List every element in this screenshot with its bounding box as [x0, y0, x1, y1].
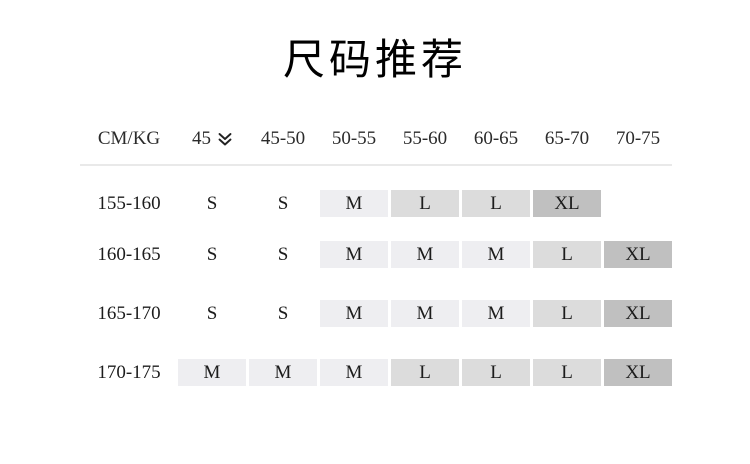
size-cell: L [533, 241, 601, 268]
size-cell: M [320, 359, 388, 386]
cell-170-175-50-55: M [320, 343, 388, 402]
size-cell: S [277, 244, 289, 265]
cell-170-175-65-70: L [533, 343, 601, 402]
table-row: 155-160 S S M L L XL [83, 166, 672, 225]
cell-155-160-60-65: L [462, 166, 530, 225]
header-row: CM/KG 45 45-50 [83, 128, 672, 164]
size-cell: S [277, 303, 289, 324]
column-header-50-55[interactable]: 50-55 [331, 128, 377, 149]
cell-160-165-55-60: M [391, 225, 459, 284]
size-cell: L [533, 359, 601, 386]
cell-170-175-60-65: L [462, 343, 530, 402]
cell-165-170-70-75: XL [604, 284, 672, 343]
cell-165-170-60-65: M [462, 284, 530, 343]
size-cell: M [462, 300, 530, 327]
cell-160-165-60-65: M [462, 225, 530, 284]
cell-155-160-45-50: S [249, 166, 317, 225]
size-cell: L [391, 190, 459, 217]
table-row: 165-170 S S M M M L XL [83, 284, 672, 343]
cell-155-160-45: S [178, 166, 246, 225]
cell-160-165-65-70: L [533, 225, 601, 284]
size-cell: M [178, 359, 246, 386]
cell-165-170-55-60: M [391, 284, 459, 343]
table-row: 170-175 M M M L L L XL [83, 343, 672, 402]
header-divider-cell [80, 164, 672, 166]
size-cell: S [206, 193, 218, 214]
size-recommendation-table: CM/KG 45 45-50 [80, 128, 675, 402]
page-title: 尺码推荐 [282, 38, 467, 84]
cell-155-160-70-75 [604, 166, 672, 225]
column-header-cmkg: CM/KG [83, 128, 175, 164]
cell-165-170-50-55: M [320, 284, 388, 343]
cell-155-160-65-70: XL [533, 166, 601, 225]
size-cell: M [320, 241, 388, 268]
row-label-155-160: 155-160 [97, 192, 161, 214]
cell-165-170-45-50: S [249, 284, 317, 343]
double-chevron-down-icon[interactable] [218, 132, 232, 147]
cell-160-165-50-55: M [320, 225, 388, 284]
table-body: 155-160 S S M L L XL 160-165 S S M M M L [83, 166, 672, 402]
size-table-container: CM/KG 45 45-50 [80, 128, 672, 402]
column-header-45-label: 45 [192, 128, 211, 149]
column-header-55-60[interactable]: 55-60 [402, 128, 448, 149]
column-header-65-70[interactable]: 65-70 [544, 128, 590, 149]
column-header-45[interactable]: 45 [178, 128, 246, 164]
row-label-170-175: 170-175 [97, 361, 161, 383]
cell-165-170-65-70: L [533, 284, 601, 343]
table-header: CM/KG 45 45-50 [80, 128, 672, 166]
cell-160-165-45: S [178, 225, 246, 284]
size-cell: S [206, 303, 218, 324]
size-cell: XL [604, 359, 672, 386]
size-cell: M [320, 190, 388, 217]
table-row: 160-165 S S M M M L XL [83, 225, 672, 284]
row-label-160-165: 160-165 [97, 243, 161, 265]
size-cell: M [462, 241, 530, 268]
size-cell: L [533, 300, 601, 327]
size-cell: XL [604, 300, 672, 327]
size-cell: M [391, 241, 459, 268]
cell-170-175-55-60: L [391, 343, 459, 402]
cell-170-175-70-75: XL [604, 343, 672, 402]
column-header-45-50[interactable]: 45-50 [260, 128, 306, 149]
size-cell: L [462, 359, 530, 386]
size-cell [604, 190, 672, 217]
size-cell: XL [604, 241, 672, 268]
size-cell: XL [533, 190, 601, 217]
size-cell: S [206, 244, 218, 265]
size-cell: L [391, 359, 459, 386]
cell-155-160-50-55: M [320, 166, 388, 225]
size-cell: M [320, 300, 388, 327]
row-label-165-170: 165-170 [97, 302, 161, 324]
column-header-60-65[interactable]: 60-65 [473, 128, 519, 149]
size-cell: S [277, 193, 289, 214]
header-divider-row [80, 164, 672, 166]
size-cell: L [462, 190, 530, 217]
size-cell: M [249, 359, 317, 386]
cell-165-170-45: S [178, 284, 246, 343]
cell-170-175-45-50: M [249, 343, 317, 402]
column-header-70-75[interactable]: 70-75 [615, 128, 661, 149]
cell-155-160-55-60: L [391, 166, 459, 225]
column-header-cmkg-label: CM/KG [97, 128, 161, 149]
size-cell: M [391, 300, 459, 327]
header-divider [80, 164, 672, 166]
cell-160-165-70-75: XL [604, 225, 672, 284]
cell-160-165-45-50: S [249, 225, 317, 284]
cell-170-175-45: M [178, 343, 246, 402]
